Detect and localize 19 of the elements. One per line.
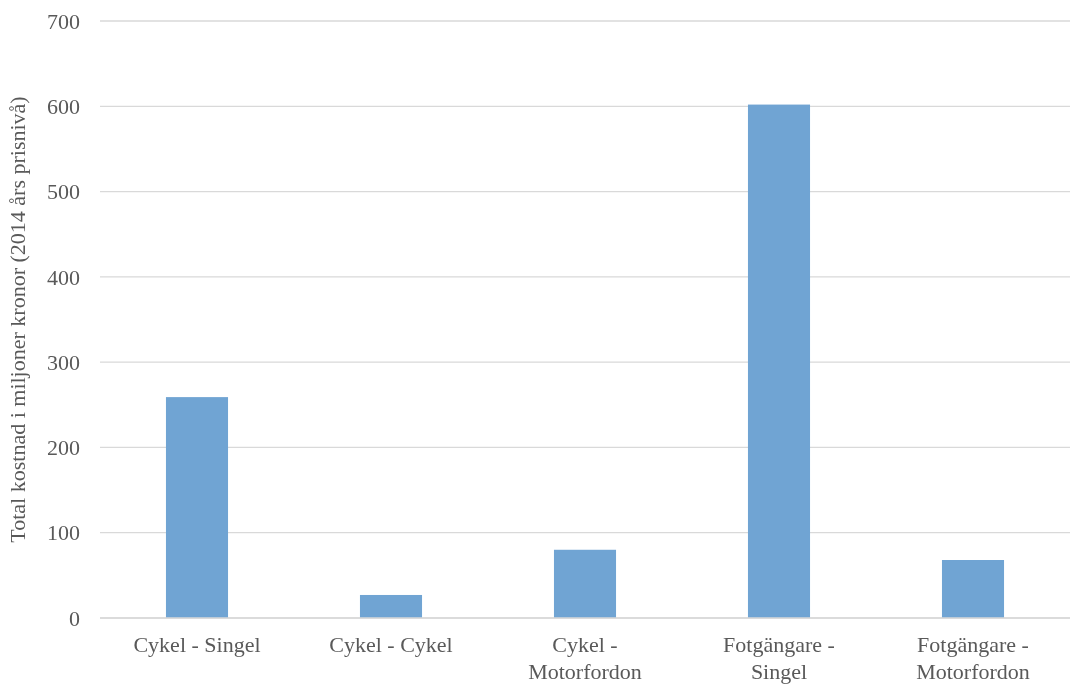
y-tick-label: 200 <box>47 435 80 461</box>
y-tick-label: 600 <box>47 93 80 119</box>
y-tick-label: 300 <box>47 349 80 375</box>
y-tick-label: 400 <box>47 264 80 290</box>
y-tick-label: 500 <box>47 179 80 205</box>
x-tick-label: Fotgängare - Motorfordon <box>916 632 1030 684</box>
y-tick-label: 100 <box>47 520 80 546</box>
bar <box>165 397 229 618</box>
y-tick-label: 700 <box>47 8 80 34</box>
x-tick-label: Cykel - Cykel <box>329 632 453 657</box>
bar <box>747 104 811 618</box>
bar <box>941 560 1005 618</box>
y-tick-label: 0 <box>69 605 80 631</box>
bar <box>359 594 423 618</box>
x-tick-label: Cykel - Motorfordon <box>528 632 642 684</box>
bar <box>553 549 617 618</box>
x-tick-label: Cykel - Singel <box>133 632 261 657</box>
x-tick-label: Fotgängare - Singel <box>723 632 835 684</box>
y-axis-title: Total kostnad i miljoner kronor (2014 års prisnivå) <box>5 96 30 543</box>
